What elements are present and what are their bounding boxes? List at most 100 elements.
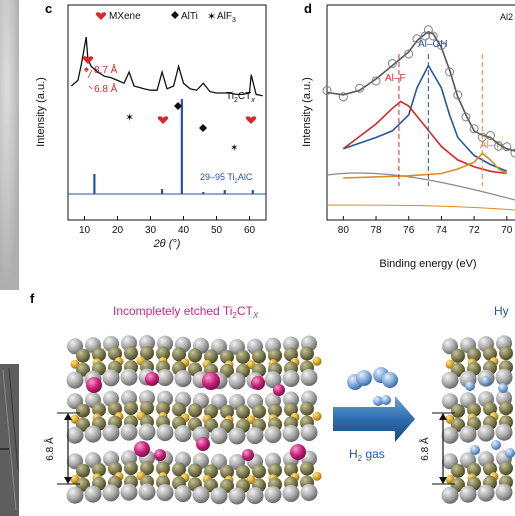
c-atom [156,401,170,416]
ti-atom [156,484,174,502]
al-atom [312,411,322,421]
legend-alf3-label: AlF [217,11,232,22]
interlayer-atom [196,437,210,451]
panel-d-xtick-label: 76 [403,225,415,236]
panel-c-plot: MXene AlTi ✶ AlF3 ♠ 8.7 Å 6.8 Å Ti2CTx 2… [67,4,267,236]
panel-d-curves [322,25,515,211]
mxene-model-incomplete [66,335,322,505]
ti-atom [300,484,318,501]
panel-c-legend: MXene AlTi ✶ AlF3 [95,11,236,24]
ti-atom [102,424,120,442]
ti-atom [459,485,477,503]
c-atom [220,349,234,364]
c-atom [236,349,250,364]
panel-c-xtick-label: 50 [211,225,223,236]
xrd-line-ti2ctx [70,36,263,97]
interlayer-atom [154,449,166,461]
ti-atom [66,486,84,504]
ti-atom [120,368,138,386]
peak-marker-mxene [157,116,169,124]
panel-c-letter: c [45,1,52,16]
al-atom [312,356,322,366]
c-atom [300,346,314,361]
ti-atom [138,483,156,501]
ti-atom [283,336,299,353]
panel-f-letter: f [30,291,35,306]
ti-atom [283,391,299,408]
c-atom [172,347,186,362]
c-atom [499,461,513,476]
ti-atom [66,426,84,444]
ti-atom [174,485,192,503]
ti-atom [84,485,102,503]
ti-atom [459,425,477,443]
ti-atom [228,372,246,390]
svg-text:♠: ♠ [84,64,89,74]
panel-d-xtick-label: 78 [370,225,382,236]
ti-atom [441,486,459,504]
panel-c-ylabel: Intensity (a.u.) [35,77,47,147]
ti-atom [495,368,513,386]
c-atom [236,404,250,419]
legend-mxene-label: MXene [109,11,141,22]
peak-label-al-ti: Al–Ti [480,140,502,151]
c-atom [467,402,481,417]
hydrogen-atom [470,445,480,455]
xps-envelope [326,30,515,152]
c-atom [188,403,202,418]
c-atom [172,462,186,477]
c-atom [156,461,170,476]
sample-label-ti2ctx: Ti2CTx [226,91,255,104]
xps-raw-point [423,25,433,35]
c-atom [451,463,465,478]
ti-atom [246,487,264,505]
hydrogen-atom [498,383,508,393]
panel-d-xtick-label: 72 [469,225,481,236]
ti-atom [138,423,156,441]
xps-raw-point [477,132,487,142]
hydrogen-atom [491,440,501,450]
c-atom [220,464,234,479]
xps-raw-point [486,131,495,140]
panel-c-xtick-label: 10 [79,225,91,236]
hydrogen-atom [465,381,475,391]
legend-mxene-marker [95,12,107,20]
interlayer-atom [273,384,285,396]
annotation-6-8: 6.8 Å [94,82,118,95]
c-atom [300,461,314,476]
ti-atom [300,369,318,386]
h2-gas-label: H2 gas [349,447,385,463]
ti-atom [66,371,84,389]
c-atom [140,346,154,360]
xps-component-line [342,100,507,175]
panel-d-xtick-label: 74 [436,225,448,236]
peak-marker-mxene [245,116,257,124]
xps-component-line [343,152,508,179]
ti-atom [139,390,155,406]
ti-atom [210,427,228,445]
c-atom [300,401,314,416]
ti-atom [477,424,495,442]
c-atom [268,348,282,363]
legend-alti-marker [171,11,179,19]
ti-atom [264,371,282,389]
legend-alf3-marker: ✶ [207,11,216,23]
ti-atom [282,485,300,502]
interlayer-atom [242,449,254,461]
xps-raw-point [355,83,365,93]
panel-c-xtick-label: 40 [178,225,190,236]
c-atom [140,401,154,415]
c-atom [140,461,154,475]
panel-c-xticks: 10 20 30 40 50 60 [79,216,255,236]
c-atom [124,346,138,361]
c-atom [236,464,250,479]
xps-raw-point [445,67,455,77]
ti-atom [192,486,210,504]
xps-raw-point [428,31,438,41]
peak-label-al-oh: Al–OH [418,39,447,50]
hydrogen-atom [481,376,491,386]
ti-atom [174,425,192,443]
peak-marker-alf3: ✶ [125,112,134,124]
ti-atom [441,426,459,444]
xps-raw-point [453,90,463,100]
